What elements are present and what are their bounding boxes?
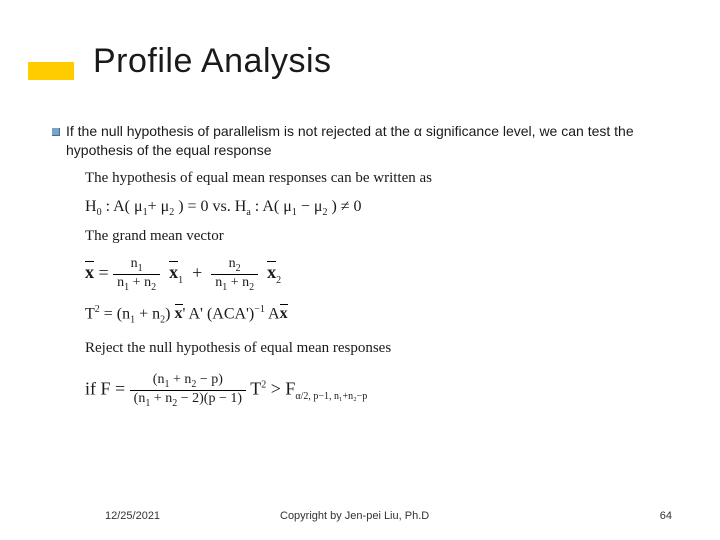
footer-date: 12/25/2021 <box>105 510 160 522</box>
title-accent <box>28 62 74 80</box>
xbar: x <box>85 262 94 283</box>
minus-mu: − μ <box>297 198 323 215</box>
eq-zero: ) = 0 vs. H <box>174 198 246 215</box>
x1bar: x <box>169 262 178 283</box>
xbar-t2: x <box>280 305 288 323</box>
t-body1: = (n <box>100 305 130 322</box>
math-grandmean-eq: x = n1 n1 + n2 x1 + n2 n1 + n2 x2 <box>85 256 281 293</box>
neq-zero: ) ≠ 0 <box>327 198 361 215</box>
math-t2-eq: T2 = (n1 + n2) x' A' (ACA')−1 Ax <box>85 304 288 326</box>
gt: > F <box>266 378 295 398</box>
page-title: Profile Analysis <box>93 42 332 81</box>
frac-f: (n1 + n2 − p) (n1 + n2 − 2)(p − 1) <box>130 372 246 409</box>
plus-mu: + μ <box>148 198 170 215</box>
f-sub: α/2, p−1, n₁+n₂−p <box>295 391 367 402</box>
footer-page-number: 64 <box>660 510 672 522</box>
math-hypothesis-line: H0 : A( μ1+ μ2 ) = 0 vs. Ha : A( μ1 − μ2… <box>85 198 362 218</box>
t-label: T <box>85 305 95 322</box>
frac-n2: n2 n1 + n2 <box>211 256 258 293</box>
t2-term: T <box>250 378 261 398</box>
math-text-hypothesis: The hypothesis of equal mean responses c… <box>85 170 432 187</box>
xbar-t: x <box>175 305 183 323</box>
x2bar: x <box>267 262 276 283</box>
math-f-test: if F = (n1 + n2 − p) (n1 + n2 − 2)(p − 1… <box>85 372 367 409</box>
math-text-grandmean: The grand mean vector <box>85 228 224 245</box>
frac-n1: n1 n1 + n2 <box>113 256 160 293</box>
lead-paragraph: If the null hypothesis of parallelism is… <box>66 122 676 160</box>
if-f: if F = <box>85 378 130 398</box>
h0-body: : A( μ <box>102 198 143 215</box>
h0-label: H <box>85 198 97 215</box>
eq: = <box>94 262 113 282</box>
bullet-icon <box>52 128 60 136</box>
footer-copyright: Copyright by Jen-pei Liu, Ph.D <box>280 510 429 522</box>
ha-body: : A( μ <box>251 198 292 215</box>
math-text-reject: Reject the null hypothesis of equal mean… <box>85 340 391 357</box>
